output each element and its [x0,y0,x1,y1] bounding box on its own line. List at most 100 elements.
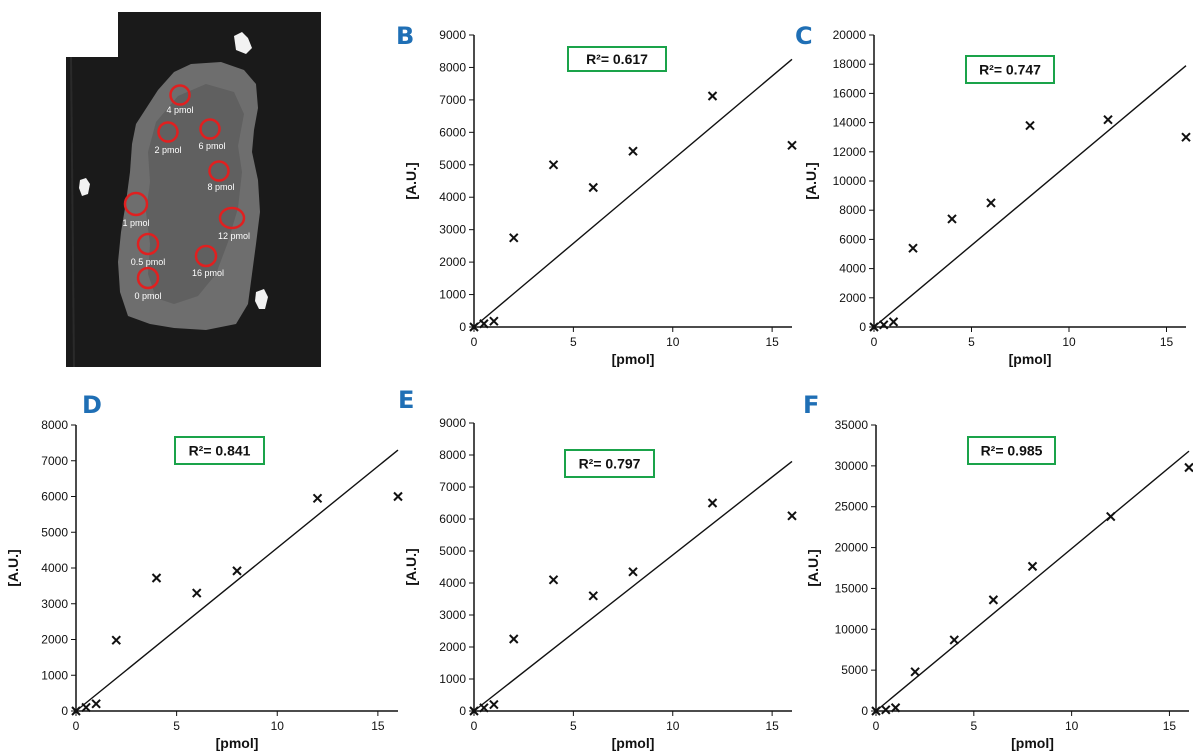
r-squared-label: R²= 0.617 [586,51,648,67]
x-tick-label: 5 [173,719,180,733]
x-tick-label: 5 [570,719,577,733]
data-point [548,160,559,170]
data-point [81,702,91,713]
y-tick-label: 2000 [439,255,466,269]
y-tick-label: 2000 [439,640,466,654]
r-squared-label: R²= 0.985 [981,443,1043,459]
regression-line [875,450,1190,712]
data-point [1181,132,1191,142]
x-tick-label: 10 [666,719,680,733]
data-point [1103,114,1113,125]
spot-12-pmol: 12 pmol [218,206,250,241]
r-squared-box [967,436,1056,465]
data-point-stroke [393,491,403,502]
y-tick-label: 2000 [839,291,866,305]
y-tick-label: 3000 [439,223,466,237]
y-tick-label: 0 [459,320,466,334]
y-tick-label: 25000 [835,500,869,514]
data-point [509,233,519,243]
data-point [986,198,996,208]
y-tick-label: 0 [861,704,868,718]
y-tick-label: 20000 [835,541,869,555]
data-point-stroke [869,322,879,332]
y-tick-label: 16000 [833,86,867,100]
data-point [588,591,598,601]
data-point-stroke [881,705,891,715]
regression-line [873,65,1187,328]
spot-4-pmol: 4 pmol [166,84,194,115]
data-point-stroke [489,316,499,326]
data-point [881,705,891,715]
spot-circle [123,191,149,217]
x-tick-label: 5 [970,719,977,733]
data-point-stroke [479,703,489,713]
spot-circle [136,266,160,290]
spot-label: 6 pmol [198,141,225,151]
y-tick-label: 1000 [41,668,68,682]
data-point [787,511,797,521]
data-point [707,91,718,101]
data-point-stroke [1103,114,1113,125]
x-tick-label: 10 [666,335,680,349]
scatter-chart-c: 0 2000 4000 6000 8000 10000 12000 14000 16000 180… [803,28,1191,367]
x-tick-label: 15 [371,719,385,733]
panel-letter-c: C [795,22,813,50]
spot-label: 1 pmol [122,218,149,228]
y-tick-label: 8000 [41,418,68,432]
data-point-stroke [111,635,121,645]
data-point [787,140,797,151]
data-point-stroke [479,319,489,329]
data-point [628,146,638,156]
data-point-stroke [888,317,899,327]
data-point-stroke [469,706,479,716]
y-tick-label: 0 [459,704,466,718]
y-tick-label: 7000 [41,454,68,468]
data-point [232,566,242,576]
data-point-stroke [1181,132,1191,142]
spot-circle [157,121,179,143]
data-point-stroke [588,591,598,601]
r-squared-box [965,55,1055,84]
data-point [91,699,101,709]
data-point [151,573,162,583]
data-point [509,634,519,644]
data-point-stroke [548,160,559,170]
data-point [479,703,489,713]
y-axis-title: [A.U.] [803,162,819,199]
data-point [469,706,479,716]
y-tick-label: 0 [859,320,866,334]
y-tick-label: 4000 [439,576,466,590]
x-tick-label: 5 [968,335,975,349]
regression-line [75,449,399,712]
spot-0-5-pmol: 0.5 pmol [131,232,165,267]
y-tick-label: 4000 [839,262,866,276]
data-point-stroke [910,667,920,677]
y-tick-label: 4000 [439,190,466,204]
x-tick-label: 0 [471,335,478,349]
x-axis-title: [pmol] [1009,351,1052,367]
x-axis-title: [pmol] [612,735,655,751]
data-point-stroke [71,706,81,716]
r-squared-box [564,449,655,478]
data-point-stroke [509,634,519,644]
y-tick-label: 9000 [439,416,466,430]
tissue-image: 4 pmol 2 pmol 6 pmol 8 pmol 1 pmol 12 pm… [66,12,321,367]
data-point [879,320,889,330]
data-point [871,706,881,716]
spot-16-pmol: 16 pmol [192,244,224,278]
y-tick-label: 14000 [833,116,867,130]
data-point [1025,120,1035,131]
r-squared-box [567,46,667,72]
spot-0-pmol: 0 pmol [134,266,162,301]
y-tick-label: 8000 [839,203,866,217]
x-tick-label: 15 [1163,719,1177,733]
spot-circle [194,244,218,268]
y-tick-label: 1000 [439,288,466,302]
x-tick-label: 0 [471,719,478,733]
x-axis-title: [pmol] [612,351,655,367]
data-point-stroke [890,703,901,713]
data-point [1184,462,1193,473]
spot-circle [218,206,246,230]
spot-label: 8 pmol [207,182,234,192]
y-tick-label: 6000 [41,490,68,504]
